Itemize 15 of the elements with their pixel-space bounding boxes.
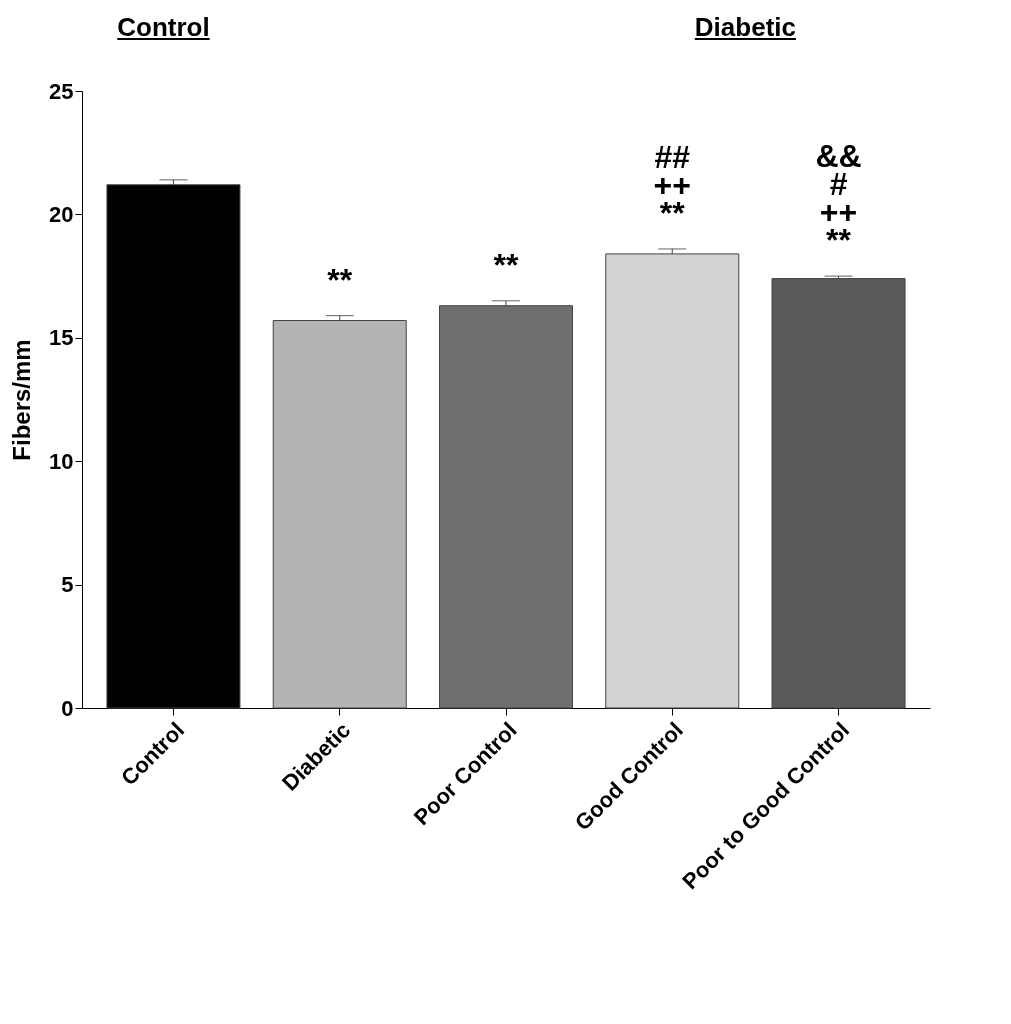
annotation: ** <box>659 194 686 231</box>
y-axis-title: Fibers/mm <box>8 339 36 461</box>
annotation: # <box>829 166 848 203</box>
y-tick-label: 10 <box>49 448 74 474</box>
y-tick-label: 0 <box>61 695 74 721</box>
y-tick-label: 5 <box>61 572 74 598</box>
y-tick-label: 15 <box>49 325 74 351</box>
annotation: ## <box>654 138 691 175</box>
annotation: ** <box>493 246 519 283</box>
y-tick-label: 25 <box>49 78 74 104</box>
y-tick-label: 20 <box>49 201 74 227</box>
text: Control <box>117 12 210 43</box>
text: Diabetic <box>694 12 796 43</box>
annotation: ** <box>327 261 353 298</box>
annotation: ** <box>826 222 852 259</box>
